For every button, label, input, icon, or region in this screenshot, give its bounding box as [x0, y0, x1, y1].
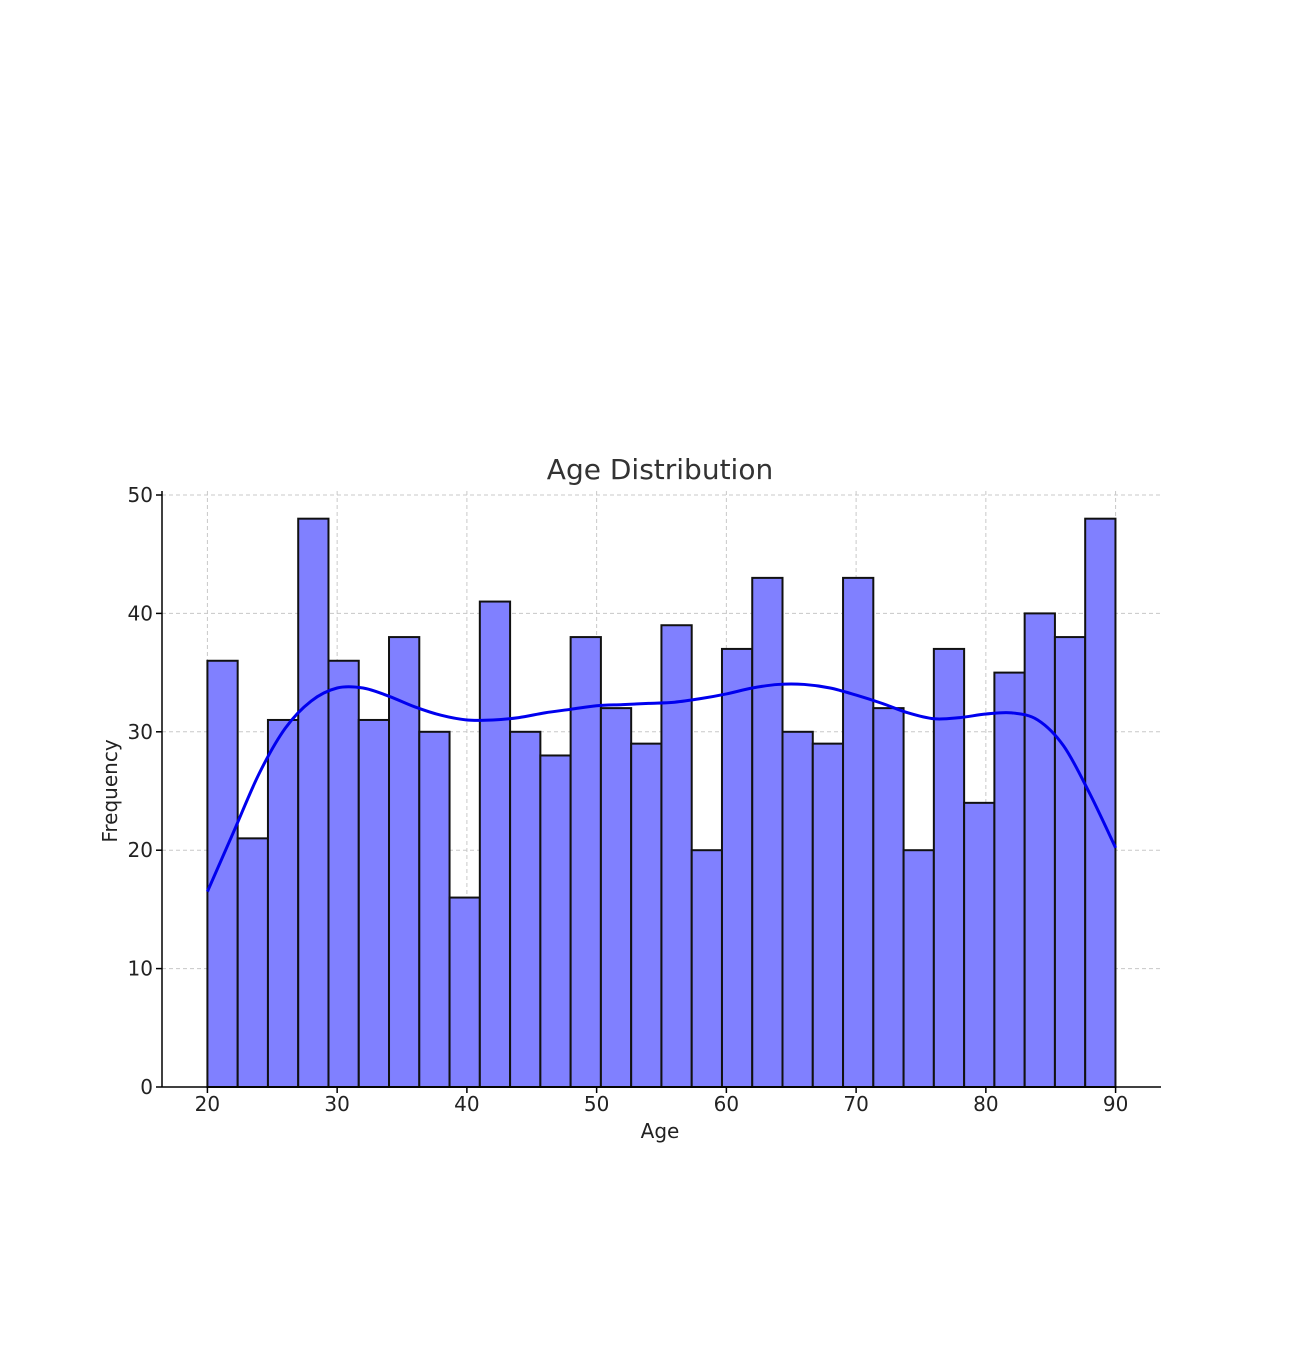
x-tick-label: 50 — [584, 1092, 609, 1116]
y-tick-label: 50 — [128, 483, 153, 507]
y-tick-label: 20 — [128, 838, 153, 862]
x-tick-label: 60 — [714, 1092, 739, 1116]
histogram-bar — [690, 849, 723, 1089]
histogram-bar — [720, 647, 754, 1088]
x-tick-label: 70 — [843, 1092, 868, 1116]
histogram-bar — [1023, 612, 1056, 1089]
x-tick-label: 90 — [1103, 1092, 1128, 1116]
histogram-bar — [842, 576, 875, 1088]
histogram-bar — [327, 659, 360, 1088]
histogram-bar — [751, 576, 784, 1088]
histogram-bar — [448, 896, 481, 1088]
x-tick-label: 80 — [973, 1092, 998, 1116]
y-tick-label: 30 — [128, 720, 153, 744]
histogram-bar — [963, 801, 996, 1089]
histogram-bars — [206, 517, 1117, 1089]
x-tick-label: 40 — [454, 1092, 479, 1116]
histogram-bar — [266, 718, 300, 1089]
x-axis-label: Age — [641, 1119, 680, 1143]
histogram-bar — [236, 837, 269, 1088]
histogram-bar — [206, 659, 239, 1088]
histogram-bar — [509, 730, 542, 1088]
chart-title: Age Distribution — [547, 453, 773, 486]
y-tick-label: 0 — [140, 1075, 153, 1099]
tick-labels: 20 30 40 50 60 70 80 90 0 10 20 30 40 50 — [128, 483, 1129, 1116]
histogram-bar — [569, 636, 602, 1089]
histogram-bar — [872, 707, 905, 1088]
histogram-bar — [357, 718, 391, 1089]
histogram-bar — [902, 849, 935, 1089]
histogram-bar — [660, 624, 693, 1088]
y-tick-label: 10 — [128, 957, 153, 981]
histogram-bar — [478, 600, 512, 1088]
axes — [156, 491, 1161, 1093]
histogram-bar — [811, 742, 845, 1088]
histogram-bar — [781, 730, 814, 1088]
histogram-bar — [388, 636, 421, 1089]
kde-curve — [206, 682, 1117, 893]
histogram-bar — [418, 730, 451, 1088]
x-tick-label: 30 — [324, 1092, 349, 1116]
histogram-bar — [1053, 636, 1087, 1089]
histogram-bar — [630, 742, 663, 1088]
y-tick-label: 40 — [128, 601, 153, 625]
x-tick-label: 20 — [195, 1092, 220, 1116]
histogram-bar — [1084, 517, 1117, 1088]
histogram-bar — [599, 707, 633, 1088]
y-axis-label: Frequency — [98, 739, 122, 842]
histogram-bar — [932, 647, 966, 1088]
histogram-bar — [539, 754, 572, 1088]
histogram-bar — [993, 671, 1026, 1088]
histogram-bar — [297, 517, 330, 1088]
